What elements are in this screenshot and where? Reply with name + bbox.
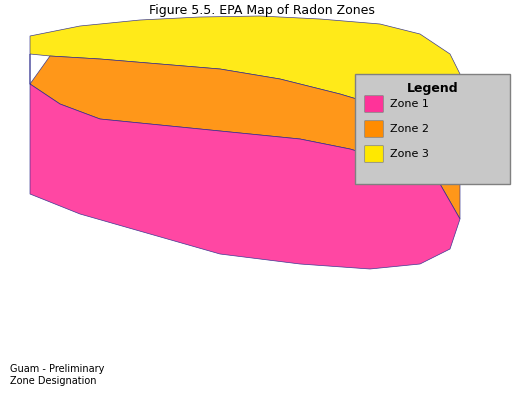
Polygon shape [30, 16, 470, 154]
FancyBboxPatch shape [365, 146, 383, 162]
Text: Zone 3: Zone 3 [390, 149, 429, 159]
FancyBboxPatch shape [365, 96, 383, 112]
Text: Zone 1: Zone 1 [390, 99, 429, 109]
Text: Guam - Preliminary
Zone Designation: Guam - Preliminary Zone Designation [10, 364, 105, 386]
Text: Figure 5.5. EPA Map of Radon Zones: Figure 5.5. EPA Map of Radon Zones [149, 4, 375, 17]
Polygon shape [30, 56, 460, 219]
FancyBboxPatch shape [355, 74, 510, 184]
Text: Legend: Legend [407, 82, 458, 95]
Polygon shape [30, 54, 460, 269]
FancyBboxPatch shape [365, 121, 383, 137]
Text: Zone 2: Zone 2 [390, 124, 429, 134]
